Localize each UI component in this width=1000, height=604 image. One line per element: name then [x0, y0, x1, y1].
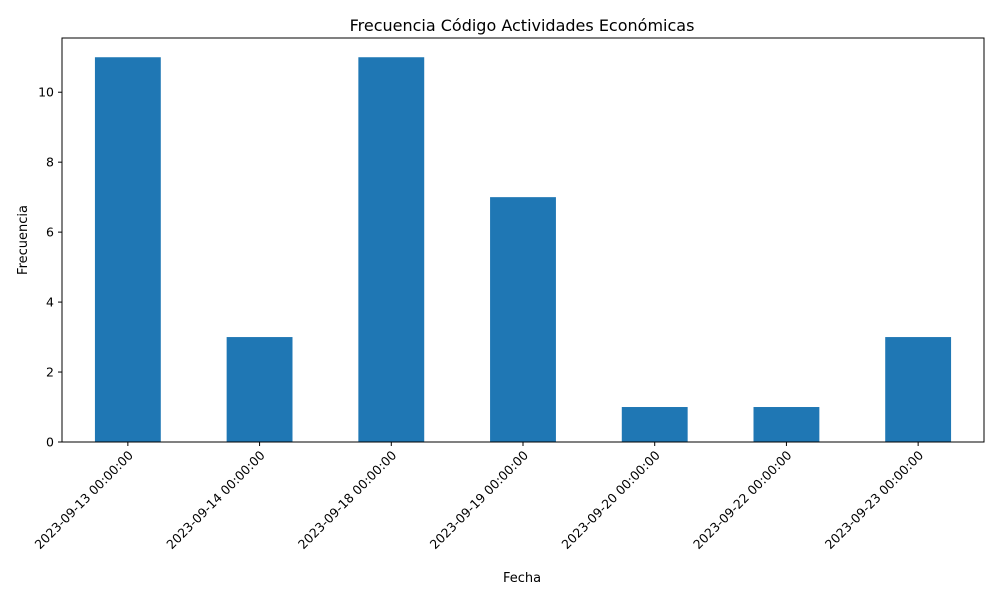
y-tick-label: 4 [46, 295, 54, 310]
bar-4 [490, 197, 556, 442]
bars-layer [94, 57, 952, 443]
y-axis-ticks: 0 2 4 6 8 10 [38, 85, 62, 450]
y-tick-label: 10 [38, 85, 54, 100]
x-tick-label: 2023-09-14 00:00:00 [163, 447, 268, 552]
bar-7 [885, 337, 952, 442]
x-tick-label: 2023-09-23 00:00:00 [822, 447, 927, 552]
plot-frame [61, 37, 985, 443]
y-tick-label: 2 [46, 365, 54, 380]
bar-3 [358, 57, 425, 443]
bar-5 [621, 407, 688, 442]
y-tick-label: 0 [46, 435, 54, 450]
chart-title: Frecuencia Código Actividades Económicas [350, 16, 695, 35]
bar-6 [753, 407, 820, 442]
x-tick-label: 2023-09-18 00:00:00 [295, 447, 400, 552]
y-tick-label: 8 [46, 155, 54, 170]
x-tick-label: 2023-09-13 00:00:00 [31, 447, 136, 552]
x-tick-label: 2023-09-19 00:00:00 [427, 447, 532, 552]
x-tick-label: 2023-09-22 00:00:00 [690, 447, 795, 552]
bar-1 [94, 57, 161, 443]
x-axis-ticks: 2023-09-13 00:00:00 2023-09-14 00:00:00 20… [31, 442, 926, 552]
bar-2 [226, 337, 293, 442]
y-tick-label: 6 [46, 225, 54, 240]
x-tick-label: 2023-09-20 00:00:00 [558, 447, 663, 552]
x-axis-label: Fecha [503, 571, 541, 586]
y-axis-label: Frecuencia [16, 205, 31, 275]
